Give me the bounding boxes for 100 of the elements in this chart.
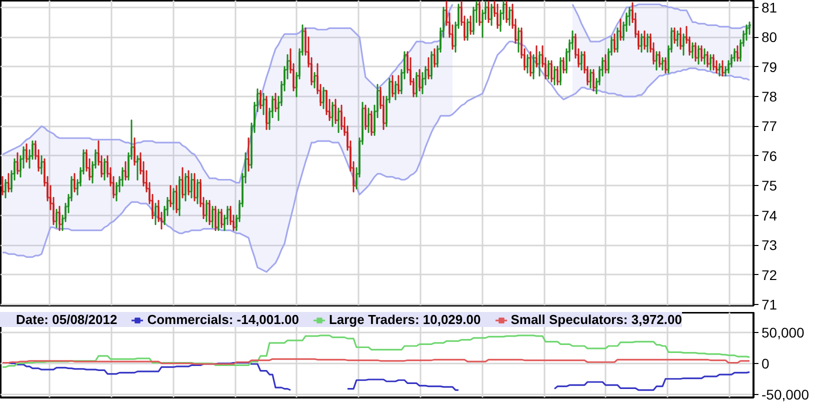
candlestick [516,27,521,53]
candlestick [210,206,215,228]
candlestick [618,18,623,41]
y-tick-label: 79 [762,58,778,75]
candlestick [561,57,566,74]
candlestick [204,200,209,222]
candlestick [489,4,494,26]
y-tick-label: 72 [762,266,778,283]
candlestick [642,30,647,50]
candlestick [678,27,683,50]
candlestick [171,188,176,210]
candlestick [504,0,509,23]
candlestick [660,57,665,71]
candlestick [24,143,29,163]
candlestick [603,54,608,74]
candlestick [6,173,11,192]
candlestick [534,45,539,68]
candlestick [690,42,695,59]
y-tick-label: 73 [762,237,778,254]
candlestick [672,27,677,44]
candlestick [696,45,701,65]
y-tick-label: 77 [762,118,778,134]
candlestick [207,200,212,226]
candlestick [72,173,77,192]
candlestick [393,80,398,100]
candlestick [180,167,185,198]
candlestick [186,170,191,196]
candlestick [705,51,710,68]
candlestick [477,0,482,26]
legend-label: Small Speculators: 3,972.00 [510,312,682,327]
candlestick [321,86,326,110]
candlestick [507,6,512,26]
candlestick [177,176,182,216]
candlestick [264,96,269,130]
candlestick [273,92,278,112]
candlestick [591,69,596,92]
candlestick [558,57,563,86]
legend-label: Large Traders: 10,029.00 [328,312,481,327]
candlestick [195,179,200,204]
candlestick [681,33,686,56]
candlestick [612,33,617,53]
y-tick-label: 78 [762,88,778,105]
candlestick [123,161,128,181]
candlestick [531,54,536,80]
y-tick-label: 76 [762,148,778,164]
candlestick [369,110,374,136]
candlestick [417,69,422,92]
candlestick [54,208,59,228]
candlestick [312,72,317,88]
y-tick-label: 71 [762,296,778,313]
candlestick [426,57,431,80]
candlestick [699,45,704,62]
candlestick [495,4,500,29]
candlestick [261,92,266,116]
candlestick [717,63,722,76]
candlestick [213,206,218,232]
candlestick [468,16,473,35]
candlestick [102,158,107,181]
y-tick-label: 80 [762,29,778,46]
y-tick-label: 50,000 [762,324,805,340]
y-tick-label: 0 [762,355,770,372]
candlestick [657,51,662,68]
candlestick [174,184,179,214]
candlestick [57,206,62,232]
candlestick [639,33,644,53]
y-tick-label: 74 [762,207,778,224]
candlestick [132,137,137,166]
candlestick [432,48,437,68]
candlestick [363,104,368,130]
line-series [2,334,750,368]
candlestick [663,57,668,74]
candlestick [135,155,140,181]
candlestick [465,18,470,41]
candlestick [579,51,584,71]
candlestick [552,66,557,86]
candlestick [645,33,650,53]
y-tick-label: -50,000 [762,386,810,402]
candlestick [39,155,44,175]
candlestick [0,176,5,196]
candlestick [693,42,698,62]
legend-label: Commercials: -14,001.00 [147,312,299,327]
candlestick [555,66,560,86]
candlestick [219,208,224,228]
candlestick [486,0,491,23]
candlestick [246,137,251,172]
candlestick [333,98,338,124]
candlestick [15,152,20,175]
candlestick [336,108,341,133]
candlestick [183,173,188,202]
y-tick-label: 81 [762,0,778,16]
candlestick [720,60,725,76]
candlestick [615,27,620,53]
candlestick [588,69,593,88]
candlestick [708,54,713,71]
legend-title: Date: 05/08/2012 [16,312,118,327]
candlestick [396,74,401,94]
candlestick [546,60,551,80]
candlestick [366,108,371,133]
candlestick [168,184,173,208]
candlestick [537,51,542,76]
